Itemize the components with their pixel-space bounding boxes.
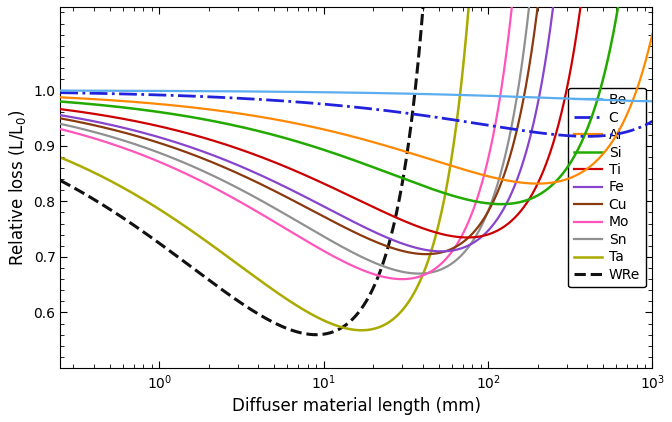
Be [107, 88, 115, 93]
Be [648, 99, 657, 104]
C [661, 110, 669, 115]
Line: Mo: Mo [0, 0, 665, 279]
Mo [277, 223, 285, 228]
Line: Al: Al [0, 0, 665, 184]
Line: WRe: WRe [0, 0, 665, 335]
Al [248, 113, 256, 118]
Al [534, 181, 542, 186]
Ti [67, 108, 75, 113]
WRe [248, 308, 256, 313]
Line: Sn: Sn [0, 0, 665, 273]
WRe [67, 184, 75, 189]
Fe [67, 114, 75, 119]
Si [107, 103, 115, 108]
Si [497, 202, 505, 207]
Line: Ta: Ta [0, 0, 665, 330]
Cu [107, 127, 115, 132]
Mo [67, 130, 75, 135]
Fe [107, 122, 115, 127]
Ta [277, 293, 285, 298]
Ti [577, 6, 585, 11]
Si [277, 135, 285, 140]
Cu [67, 118, 75, 123]
Cu [422, 252, 430, 257]
Line: Fe: Fe [0, 0, 665, 252]
WRe [312, 332, 321, 337]
Fe [277, 182, 285, 187]
Ta [67, 160, 75, 165]
WRe [277, 324, 285, 329]
Cu [277, 192, 285, 197]
Mo [398, 277, 406, 282]
Ti [248, 151, 256, 156]
Sn [67, 124, 75, 129]
Be [661, 99, 669, 104]
Be [576, 97, 584, 102]
WRe [107, 208, 115, 213]
Ta [107, 179, 115, 184]
C [583, 134, 591, 139]
Al [277, 118, 285, 123]
Mo [248, 206, 256, 211]
Line: C: C [0, 92, 665, 136]
Ta [248, 272, 256, 277]
Cu [248, 177, 256, 182]
Ti [464, 235, 472, 240]
Fe [437, 249, 446, 254]
Y-axis label: Relative loss (L/L$_0$): Relative loss (L/L$_0$) [7, 109, 28, 265]
Al [577, 170, 585, 176]
Line: Be: Be [0, 90, 665, 101]
Si [67, 100, 75, 105]
C [576, 134, 584, 139]
Line: Ti: Ti [0, 0, 665, 238]
C [107, 91, 115, 96]
Si [577, 142, 585, 147]
Ta [358, 328, 366, 333]
Be [277, 89, 285, 94]
X-axis label: Diffuser material length (mm): Diffuser material length (mm) [232, 397, 481, 415]
Al [67, 95, 75, 100]
Fe [248, 169, 256, 174]
Ti [277, 162, 285, 168]
Be [248, 89, 256, 94]
C [248, 97, 256, 102]
C [277, 98, 285, 103]
C [648, 119, 657, 124]
Ti [107, 114, 115, 119]
Line: Cu: Cu [0, 0, 665, 254]
Sn [107, 134, 115, 139]
Mo [107, 141, 115, 146]
Be [67, 88, 75, 93]
Si [248, 127, 256, 132]
Al [107, 98, 115, 103]
Sn [248, 193, 256, 198]
Sn [415, 271, 423, 276]
Line: Si: Si [0, 0, 665, 204]
Al [648, 31, 657, 36]
Sn [277, 209, 285, 214]
Legend: Be, C, Al, Si, Ti, Fe, Cu, Mo, Sn, Ta, WRe: Be, C, Al, Si, Ti, Fe, Cu, Mo, Sn, Ta, W… [569, 88, 646, 287]
C [67, 90, 75, 95]
